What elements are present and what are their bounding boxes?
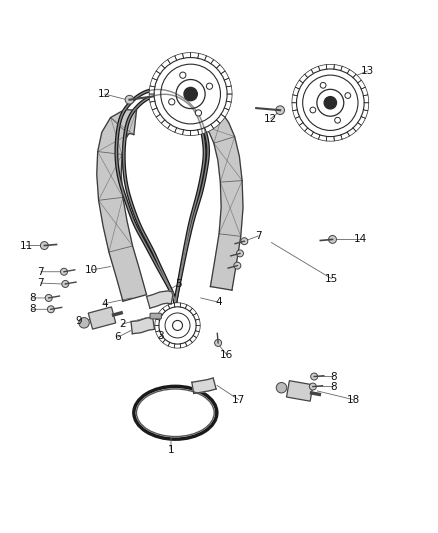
- Polygon shape: [131, 317, 154, 334]
- Circle shape: [215, 340, 222, 346]
- Text: 14: 14: [354, 235, 367, 245]
- Ellipse shape: [137, 389, 214, 437]
- Circle shape: [276, 106, 285, 115]
- Circle shape: [155, 303, 200, 348]
- Circle shape: [309, 383, 316, 390]
- Text: 9: 9: [75, 316, 82, 326]
- Text: 16: 16: [220, 350, 233, 360]
- Circle shape: [276, 383, 287, 393]
- Circle shape: [60, 268, 67, 275]
- Text: 18: 18: [347, 394, 360, 405]
- Text: 12: 12: [264, 114, 277, 124]
- Text: 7: 7: [38, 266, 44, 277]
- Polygon shape: [205, 114, 243, 290]
- Text: 4: 4: [101, 298, 108, 309]
- Text: 7: 7: [38, 278, 44, 288]
- Circle shape: [47, 306, 54, 313]
- Circle shape: [62, 280, 69, 287]
- Circle shape: [345, 93, 351, 99]
- Text: 11: 11: [19, 240, 33, 251]
- Circle shape: [320, 83, 326, 88]
- Polygon shape: [97, 110, 147, 301]
- Text: 8: 8: [330, 372, 337, 382]
- Text: 17: 17: [232, 394, 245, 405]
- Circle shape: [292, 64, 369, 141]
- Text: 8: 8: [330, 382, 337, 392]
- Circle shape: [335, 117, 340, 123]
- Circle shape: [173, 320, 183, 330]
- Text: 8: 8: [29, 304, 35, 314]
- Circle shape: [180, 72, 186, 78]
- Circle shape: [169, 99, 175, 105]
- Text: 3: 3: [157, 332, 163, 341]
- Circle shape: [40, 241, 48, 249]
- Polygon shape: [147, 291, 173, 308]
- Circle shape: [241, 238, 248, 245]
- Circle shape: [125, 95, 134, 104]
- Circle shape: [324, 96, 336, 109]
- Circle shape: [45, 294, 52, 302]
- Text: 8: 8: [29, 293, 35, 303]
- Text: 6: 6: [114, 332, 121, 342]
- Text: 5: 5: [176, 279, 182, 289]
- Text: 7: 7: [255, 231, 261, 241]
- Polygon shape: [88, 307, 116, 329]
- Text: 1: 1: [168, 445, 174, 455]
- Circle shape: [184, 87, 197, 101]
- Circle shape: [328, 236, 336, 244]
- Circle shape: [206, 83, 212, 90]
- Text: 13: 13: [361, 66, 374, 76]
- FancyBboxPatch shape: [150, 313, 161, 319]
- Polygon shape: [192, 378, 216, 393]
- Circle shape: [237, 250, 244, 257]
- Text: 2: 2: [119, 319, 125, 329]
- Circle shape: [310, 107, 316, 113]
- Text: 4: 4: [215, 297, 223, 308]
- Circle shape: [234, 262, 241, 269]
- Circle shape: [79, 318, 89, 328]
- Circle shape: [195, 110, 201, 116]
- Text: 10: 10: [85, 265, 98, 275]
- Text: 15: 15: [325, 274, 338, 284]
- Polygon shape: [286, 381, 313, 401]
- Circle shape: [149, 53, 232, 135]
- Text: 12: 12: [98, 89, 111, 99]
- Circle shape: [311, 373, 318, 380]
- Ellipse shape: [134, 386, 217, 439]
